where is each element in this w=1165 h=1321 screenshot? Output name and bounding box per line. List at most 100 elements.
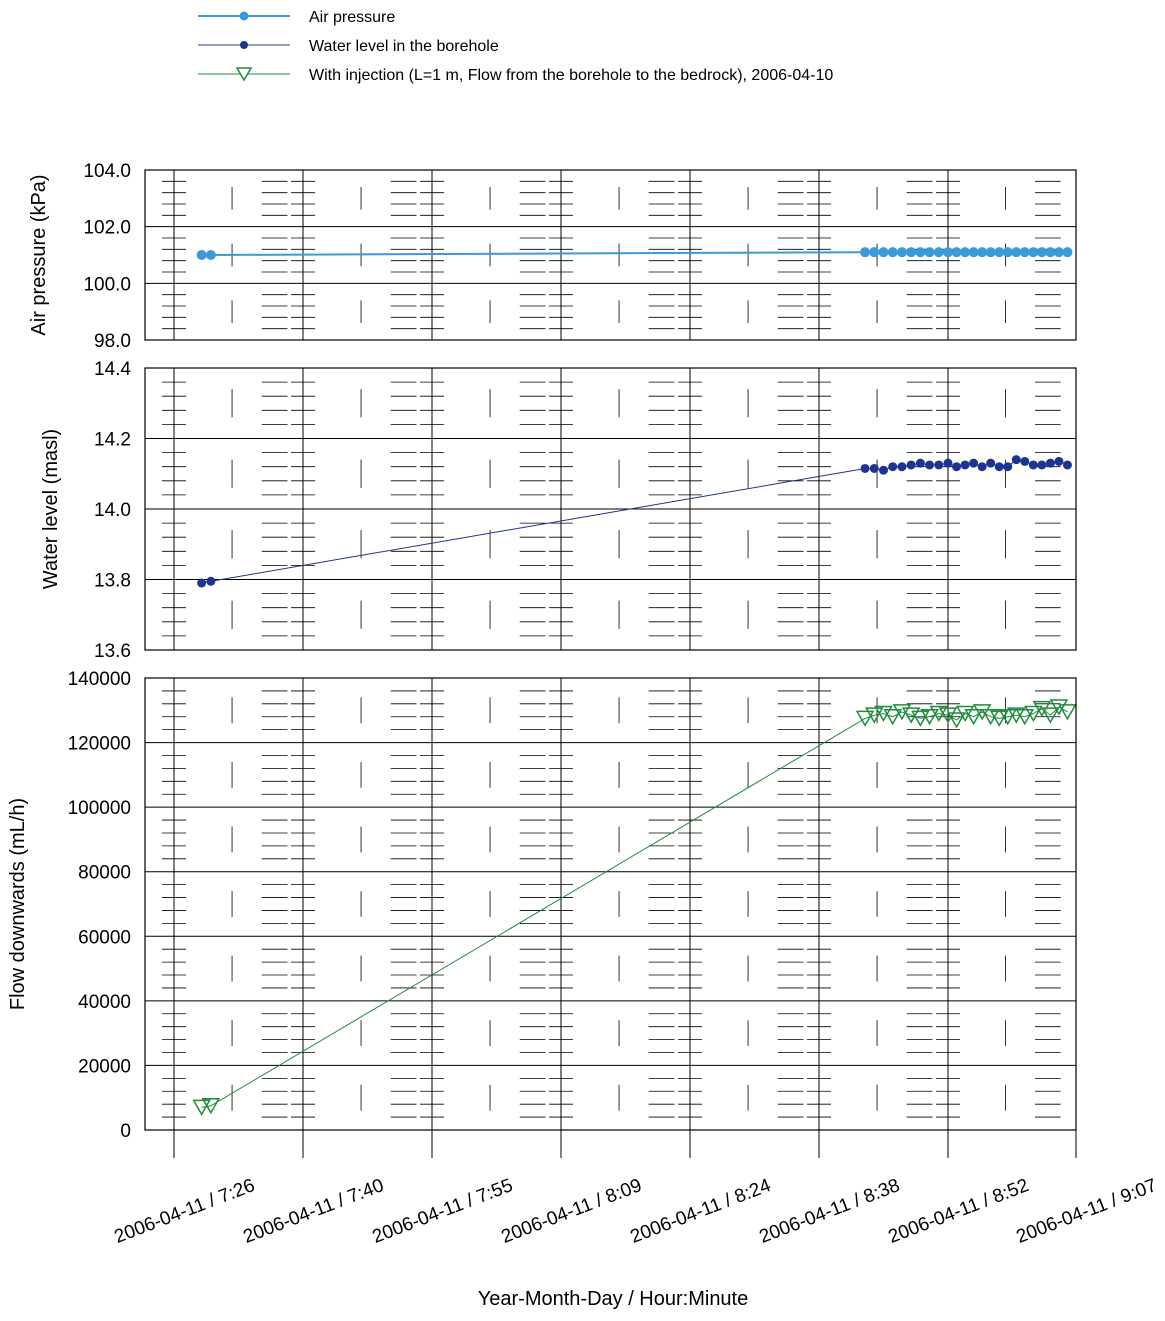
y-tick-label: 120000 bbox=[68, 734, 131, 755]
data-point bbox=[869, 463, 879, 473]
legend-label: With injection (L=1 m, Flow from the bor… bbox=[309, 67, 833, 84]
data-point bbox=[1028, 460, 1038, 470]
y-tick-label: 20000 bbox=[78, 1056, 131, 1077]
data-point bbox=[855, 710, 875, 727]
data-point bbox=[985, 247, 996, 258]
x-tick-label: 2006-04-11 / 8:09 bbox=[499, 1175, 645, 1248]
plot-frame bbox=[144, 367, 1077, 651]
data-point bbox=[201, 1098, 221, 1115]
data-point bbox=[1002, 247, 1013, 258]
data-point bbox=[1045, 247, 1056, 258]
data-point bbox=[878, 247, 889, 258]
data-point bbox=[998, 708, 1018, 726]
series-layer bbox=[192, 247, 1077, 1116]
y-tick-label: 14.2 bbox=[94, 430, 131, 451]
data-point bbox=[1058, 704, 1077, 721]
data-point bbox=[1019, 247, 1030, 258]
y-tick-label: 14.4 bbox=[94, 359, 131, 380]
data-point bbox=[1036, 247, 1047, 258]
y-tick-label: 102.0 bbox=[83, 218, 131, 239]
data-point bbox=[952, 462, 962, 472]
legend-label: Air pressure bbox=[309, 9, 395, 26]
data-point bbox=[1054, 456, 1064, 466]
data-point bbox=[960, 247, 971, 258]
data-point bbox=[915, 247, 926, 258]
x-tick-label: 2006-04-11 / 7:26 bbox=[112, 1175, 258, 1248]
data-point bbox=[860, 247, 871, 258]
series-flow bbox=[192, 699, 1077, 1116]
y-axis-title: Flow downwards (mL/h) bbox=[7, 798, 29, 1010]
y-tick-label: 100000 bbox=[68, 798, 131, 819]
data-point bbox=[206, 576, 216, 586]
series-water bbox=[197, 455, 1072, 588]
plot-frame bbox=[144, 677, 1077, 1131]
x-tick-label: 2006-04-11 / 8:24 bbox=[628, 1175, 775, 1248]
data-point bbox=[906, 247, 917, 258]
data-point bbox=[924, 247, 935, 258]
legend-label: Water level in the borehole bbox=[309, 38, 499, 55]
data-point bbox=[969, 458, 979, 468]
data-point bbox=[915, 458, 925, 468]
data-point bbox=[205, 250, 216, 260]
data-point bbox=[887, 247, 898, 258]
legend-marker bbox=[239, 11, 249, 21]
y-tick-label: 104.0 bbox=[83, 161, 131, 182]
series-line bbox=[201, 706, 1068, 1108]
data-point bbox=[947, 712, 966, 729]
y-tick-label: 14.0 bbox=[94, 500, 131, 521]
data-point bbox=[897, 462, 907, 472]
data-point bbox=[1011, 247, 1022, 258]
x-tick-label: 2006-04-11 / 9:07 bbox=[1014, 1175, 1160, 1248]
data-point bbox=[906, 460, 916, 470]
data-point bbox=[864, 707, 884, 724]
y-tick-label: 0 bbox=[120, 1121, 131, 1142]
data-point bbox=[968, 247, 979, 258]
series-line bbox=[201, 459, 1068, 584]
data-point bbox=[989, 710, 1009, 727]
y-tick-label: 140000 bbox=[68, 669, 131, 690]
x-axis-title: Year-Month-Day / Hour:Minute bbox=[478, 1288, 749, 1310]
data-point bbox=[925, 460, 935, 470]
data-point bbox=[911, 710, 930, 727]
data-point bbox=[883, 708, 903, 726]
y-tick-label: 80000 bbox=[78, 863, 131, 884]
data-point bbox=[1024, 705, 1043, 723]
series-air bbox=[196, 247, 1073, 260]
y-axis-title: Air pressure (kPa) bbox=[28, 174, 50, 335]
legend-marker bbox=[235, 67, 253, 82]
data-point bbox=[869, 247, 880, 258]
legend-marker bbox=[240, 41, 248, 49]
data-point bbox=[1028, 247, 1039, 258]
data-point bbox=[1053, 247, 1064, 258]
data-point bbox=[1020, 456, 1030, 466]
data-point bbox=[994, 462, 1004, 472]
data-point bbox=[960, 460, 970, 470]
x-tick-label: 2006-04-11 / 7:55 bbox=[370, 1175, 516, 1248]
plot-frames bbox=[144, 169, 1077, 1158]
data-point bbox=[860, 463, 870, 473]
data-point bbox=[1062, 247, 1073, 258]
legend: Air pressure Water level in the borehole W… bbox=[198, 9, 833, 84]
data-point bbox=[888, 462, 898, 472]
data-point bbox=[1011, 455, 1021, 465]
y-tick-label: 13.8 bbox=[94, 571, 131, 592]
data-point bbox=[196, 250, 207, 260]
y-axis-title: Water level (masl) bbox=[40, 429, 62, 589]
data-point bbox=[1041, 707, 1060, 724]
data-point bbox=[1037, 460, 1047, 470]
y-tick-label: 13.6 bbox=[94, 641, 131, 662]
data-point bbox=[938, 707, 958, 724]
legend-item: Air pressure bbox=[198, 9, 395, 26]
data-point bbox=[951, 247, 962, 258]
data-point bbox=[964, 708, 983, 726]
x-tick-label: 2006-04-11 / 8:38 bbox=[757, 1175, 903, 1248]
y-tick-label: 98.0 bbox=[94, 331, 131, 352]
data-point bbox=[977, 247, 988, 258]
data-point bbox=[1049, 699, 1069, 716]
data-point bbox=[197, 578, 207, 588]
y-tick-label: 100.0 bbox=[83, 274, 131, 295]
data-point bbox=[933, 247, 944, 258]
data-point bbox=[994, 247, 1005, 258]
data-point bbox=[977, 462, 987, 472]
